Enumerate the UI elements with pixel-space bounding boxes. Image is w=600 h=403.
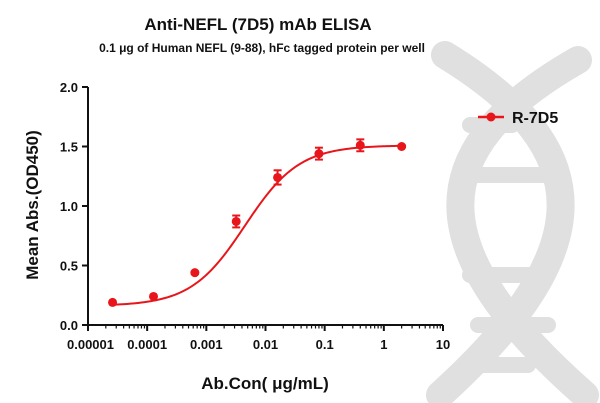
data-point <box>397 142 407 151</box>
data-point <box>108 297 118 307</box>
y-tick-label: 1.0 <box>60 199 78 214</box>
x-axis-label: Ab.Con( μg/mL) <box>201 374 328 393</box>
y-tick-label: 2.0 <box>60 80 78 95</box>
x-tick-label: 0.01 <box>253 337 278 352</box>
data-point-marker <box>231 216 241 226</box>
x-tick-label: 1 <box>380 337 387 352</box>
x-tick-label: 10 <box>436 337 450 352</box>
chart-title: Anti-NEFL (7D5) mAb ELISA <box>144 15 371 34</box>
axes <box>87 87 443 326</box>
legend: R-7D5 <box>478 110 558 127</box>
legend-label: R-7D5 <box>512 110 558 127</box>
data-point-marker <box>190 268 200 278</box>
legend-marker <box>486 112 496 122</box>
data-point-marker <box>355 140 365 150</box>
helix-strand <box>446 46 599 403</box>
data-point <box>231 214 241 229</box>
fit-curves <box>112 144 402 306</box>
axis-ticks: 0.0 0.5 1.0 1.5 2.0 0.00001 0.0001 0.001 0.01 0.1… <box>60 80 450 352</box>
data-point-marker <box>314 149 324 159</box>
helix-strand <box>426 41 575 403</box>
y-axis-label: Mean Abs.(OD450) <box>23 130 42 280</box>
y-tick-label: 1.5 <box>60 140 78 155</box>
x-tick-label: 0.1 <box>316 337 334 352</box>
data-point <box>273 169 283 186</box>
data-points <box>108 138 407 307</box>
fit-curve <box>112 144 402 306</box>
data-point-marker <box>149 291 159 301</box>
data-point <box>149 291 159 301</box>
y-tick-label: 0.0 <box>60 318 78 333</box>
x-tick-label: 0.0001 <box>127 337 167 352</box>
x-tick-label: 0.001 <box>190 337 223 352</box>
data-point-marker <box>108 297 118 307</box>
x-tick-label: 0.00001 <box>67 337 114 352</box>
chart-subtitle: 0.1 μg of Human NEFL (9-88), hFc tagged … <box>99 41 425 55</box>
data-point-marker <box>273 172 283 182</box>
data-point <box>190 268 200 278</box>
data-point <box>314 146 324 161</box>
y-tick-label: 0.5 <box>60 259 78 274</box>
data-point-marker <box>397 142 407 151</box>
data-point <box>355 138 365 153</box>
dna-helix-watermark <box>426 41 599 403</box>
